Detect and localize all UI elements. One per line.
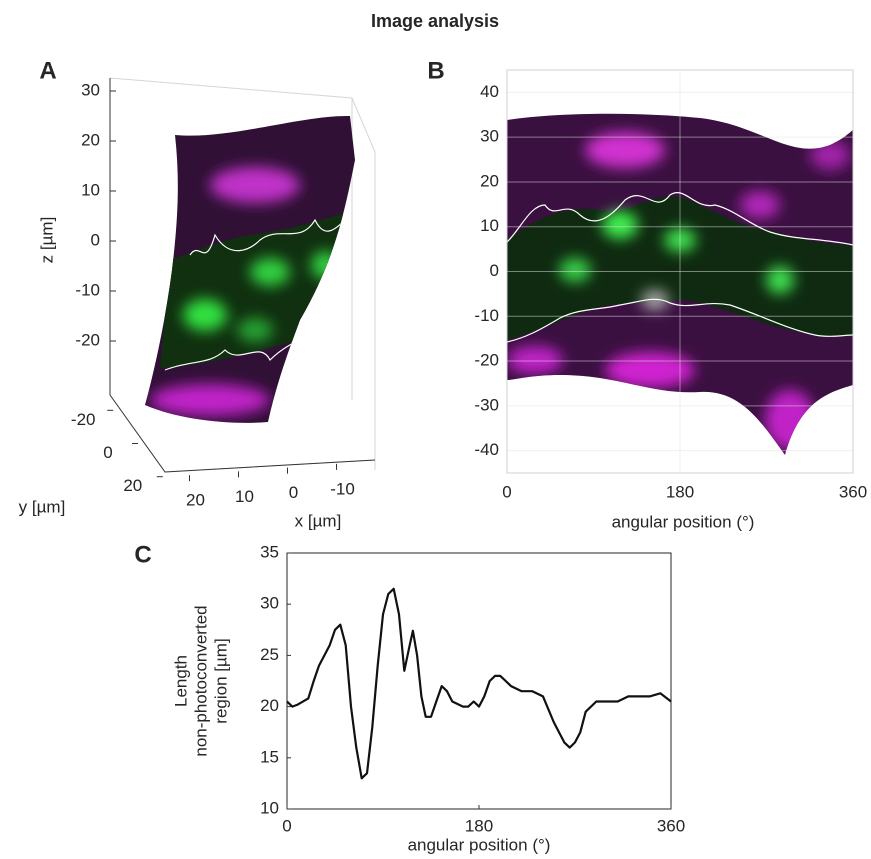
- y-tick-label: -20: [71, 410, 96, 429]
- z-tick-label: -10: [75, 280, 100, 299]
- x-tick-label: 0: [282, 816, 291, 835]
- x-tick-label: 180: [465, 816, 493, 835]
- y-tick-label: -40: [474, 440, 499, 459]
- y-tick-label: 20: [123, 476, 142, 495]
- x-axis-label: angular position (°): [612, 512, 755, 531]
- y-axis-label: y [µm]: [19, 497, 66, 516]
- x-axis-label: angular position (°): [408, 835, 551, 854]
- panel-label: C: [134, 541, 151, 568]
- panel-label: A: [39, 57, 56, 84]
- x-axis-label: x [µm]: [295, 511, 342, 530]
- y-tick-label: -10: [474, 306, 499, 325]
- y-tick-label: -20: [474, 351, 499, 370]
- panel-label: B: [427, 57, 444, 84]
- z-tick-label: 0: [91, 230, 100, 249]
- y-tick-label: 20: [260, 696, 279, 715]
- y-tick-label: 10: [260, 798, 279, 817]
- y-tick-label: 30: [480, 127, 499, 146]
- data-line: [286, 587, 672, 780]
- y-tick-label: 25: [260, 645, 279, 664]
- y-tick-label: 15: [260, 747, 279, 766]
- x-tick-label: 360: [839, 482, 867, 501]
- y-tick-label: 20: [480, 171, 499, 190]
- x-tick-label: 0: [289, 483, 298, 502]
- y-tick-label: 0: [103, 443, 112, 462]
- z-tick-label: -20: [75, 330, 100, 349]
- y-tick-label: 0: [490, 261, 499, 280]
- x-tick-label: 10: [235, 487, 254, 506]
- y-tick-label: 35: [260, 542, 279, 561]
- z-tick-label: 20: [81, 130, 100, 149]
- plot-frame: [286, 552, 672, 810]
- x-tick-label: 180: [666, 482, 694, 501]
- y-axis-label: region [µm]: [211, 638, 230, 723]
- surface-image: [145, 115, 355, 423]
- y-tick-label: -30: [474, 395, 499, 414]
- axes-3d-box: [109, 77, 376, 473]
- y-axis-label: non-photoconverted: [191, 605, 210, 756]
- y-tick-label: 10: [480, 216, 499, 235]
- figure-title: Image analysis: [371, 11, 499, 31]
- y-axis-label: Length: [171, 655, 190, 707]
- y-tick-label: 40: [480, 82, 499, 101]
- z-tick-label: 30: [81, 80, 100, 99]
- x-tick-label: 360: [657, 816, 685, 835]
- x-tick-label: 0: [502, 482, 511, 501]
- z-tick-label: 10: [81, 180, 100, 199]
- z-axis-label: z [µm]: [37, 217, 56, 264]
- plot-frame: [506, 69, 854, 474]
- x-tick-label: 20: [186, 491, 205, 510]
- y-tick-label: 30: [260, 594, 279, 613]
- x-tick-label: -10: [330, 479, 355, 498]
